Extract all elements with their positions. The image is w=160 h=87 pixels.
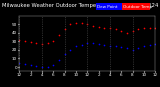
Text: Outdoor Temp: Outdoor Temp <box>123 5 152 9</box>
Text: Dew Point: Dew Point <box>97 5 118 9</box>
Text: Milwaukee Weather Outdoor Temperature vs Dew Point (24 Hours): Milwaukee Weather Outdoor Temperature vs… <box>2 3 160 8</box>
